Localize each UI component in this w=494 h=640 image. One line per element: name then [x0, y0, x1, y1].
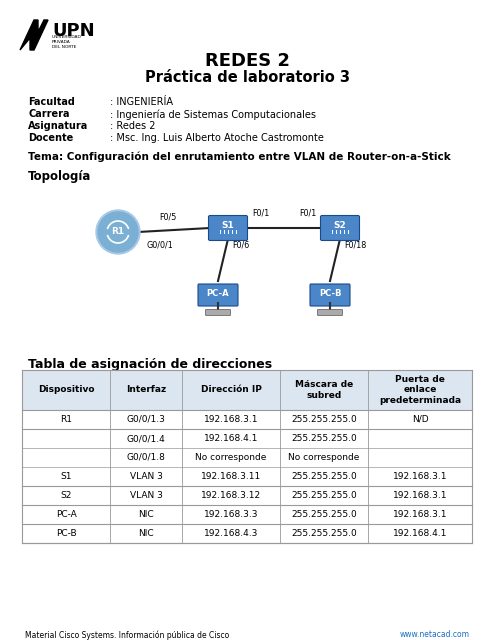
- Text: 192.168.4.1: 192.168.4.1: [393, 529, 447, 538]
- Text: www.netacad.com: www.netacad.com: [400, 630, 470, 639]
- Text: Práctica de laboratorio 3: Práctica de laboratorio 3: [145, 70, 349, 85]
- Text: VLAN 3: VLAN 3: [129, 491, 163, 500]
- Text: 255.255.255.0: 255.255.255.0: [291, 415, 357, 424]
- Text: Máscara de
subred: Máscara de subred: [295, 380, 353, 400]
- Text: S2: S2: [333, 221, 346, 230]
- Text: Material Cisco Systems. Información pública de Cisco: Material Cisco Systems. Información públ…: [25, 630, 229, 639]
- Text: F0/1: F0/1: [252, 209, 269, 218]
- Text: R1: R1: [60, 415, 72, 424]
- FancyBboxPatch shape: [22, 448, 472, 467]
- Text: S1: S1: [222, 221, 234, 230]
- FancyBboxPatch shape: [22, 410, 472, 429]
- Text: : Ingeniería de Sistemas Computacionales: : Ingeniería de Sistemas Computacionales: [110, 109, 316, 120]
- Text: 255.255.255.0: 255.255.255.0: [291, 529, 357, 538]
- Text: 192.168.3.1: 192.168.3.1: [204, 415, 258, 424]
- Text: Asignatura: Asignatura: [28, 121, 88, 131]
- Text: F0/1: F0/1: [299, 209, 316, 218]
- Text: VLAN 3: VLAN 3: [129, 472, 163, 481]
- Text: S1: S1: [60, 472, 72, 481]
- Text: 192.168.3.3: 192.168.3.3: [204, 510, 258, 519]
- Text: 255.255.255.0: 255.255.255.0: [291, 510, 357, 519]
- Text: PC-B: PC-B: [319, 289, 341, 298]
- Text: Topología: Topología: [28, 170, 91, 183]
- Text: F0/6: F0/6: [232, 241, 249, 250]
- Text: G0/0/1.8: G0/0/1.8: [126, 453, 165, 462]
- Text: 192.168.4.1: 192.168.4.1: [204, 434, 258, 443]
- Text: Tabla de asignación de direcciones: Tabla de asignación de direcciones: [28, 358, 272, 371]
- Text: 192.168.4.3: 192.168.4.3: [204, 529, 258, 538]
- Text: N/D: N/D: [412, 415, 428, 424]
- Circle shape: [98, 212, 138, 252]
- FancyBboxPatch shape: [321, 216, 360, 241]
- Text: G0/0/1.3: G0/0/1.3: [126, 415, 165, 424]
- Text: G0/0/1.4: G0/0/1.4: [126, 434, 165, 443]
- Text: Docente: Docente: [28, 133, 73, 143]
- Text: 192.168.3.12: 192.168.3.12: [201, 491, 261, 500]
- FancyBboxPatch shape: [206, 310, 231, 316]
- Text: NIC: NIC: [138, 529, 154, 538]
- Circle shape: [96, 210, 140, 254]
- Text: REDES 2: REDES 2: [205, 52, 289, 70]
- FancyBboxPatch shape: [198, 284, 238, 306]
- Text: Facultad: Facultad: [28, 97, 75, 107]
- FancyBboxPatch shape: [22, 429, 472, 448]
- Polygon shape: [20, 20, 48, 50]
- Text: PC-B: PC-B: [56, 529, 76, 538]
- Text: 192.168.3.1: 192.168.3.1: [393, 472, 447, 481]
- Text: F0/18: F0/18: [344, 241, 366, 250]
- FancyBboxPatch shape: [22, 467, 472, 486]
- Text: : INGENIERÍA: : INGENIERÍA: [110, 97, 173, 107]
- Text: Tema: Configuración del enrutamiento entre VLAN de Router-on-a-Stick: Tema: Configuración del enrutamiento ent…: [28, 152, 451, 163]
- FancyBboxPatch shape: [22, 505, 472, 524]
- Text: PC-A: PC-A: [56, 510, 77, 519]
- Text: PC-A: PC-A: [206, 289, 229, 298]
- Text: Dispositivo: Dispositivo: [38, 385, 94, 394]
- Text: Interfaz: Interfaz: [126, 385, 166, 394]
- Text: Carrera: Carrera: [28, 109, 70, 119]
- FancyBboxPatch shape: [22, 370, 472, 410]
- Text: No corresponde: No corresponde: [288, 453, 360, 462]
- Text: 192.168.3.11: 192.168.3.11: [201, 472, 261, 481]
- Text: UPN: UPN: [52, 22, 95, 40]
- FancyBboxPatch shape: [318, 310, 342, 316]
- Text: G0/0/1: G0/0/1: [146, 240, 173, 249]
- Text: R1: R1: [112, 227, 124, 237]
- Text: 192.168.3.1: 192.168.3.1: [393, 491, 447, 500]
- Text: Puerta de
enlace
predeterminada: Puerta de enlace predeterminada: [379, 375, 461, 405]
- Text: : Msc. Ing. Luis Alberto Atoche Castromonte: : Msc. Ing. Luis Alberto Atoche Castromo…: [110, 133, 324, 143]
- Text: S2: S2: [60, 491, 72, 500]
- FancyBboxPatch shape: [22, 524, 472, 543]
- Text: 255.255.255.0: 255.255.255.0: [291, 434, 357, 443]
- Text: 255.255.255.0: 255.255.255.0: [291, 472, 357, 481]
- Text: Dirección IP: Dirección IP: [201, 385, 261, 394]
- FancyBboxPatch shape: [310, 284, 350, 306]
- Text: 255.255.255.0: 255.255.255.0: [291, 491, 357, 500]
- FancyBboxPatch shape: [22, 486, 472, 505]
- FancyBboxPatch shape: [208, 216, 247, 241]
- Text: No corresponde: No corresponde: [195, 453, 267, 462]
- Text: : Redes 2: : Redes 2: [110, 121, 156, 131]
- Text: F0/5: F0/5: [159, 213, 177, 222]
- Text: 192.168.3.1: 192.168.3.1: [393, 510, 447, 519]
- Text: UNIVERSIDAD
PRIVADA
DEL NORTE: UNIVERSIDAD PRIVADA DEL NORTE: [52, 35, 82, 49]
- Text: NIC: NIC: [138, 510, 154, 519]
